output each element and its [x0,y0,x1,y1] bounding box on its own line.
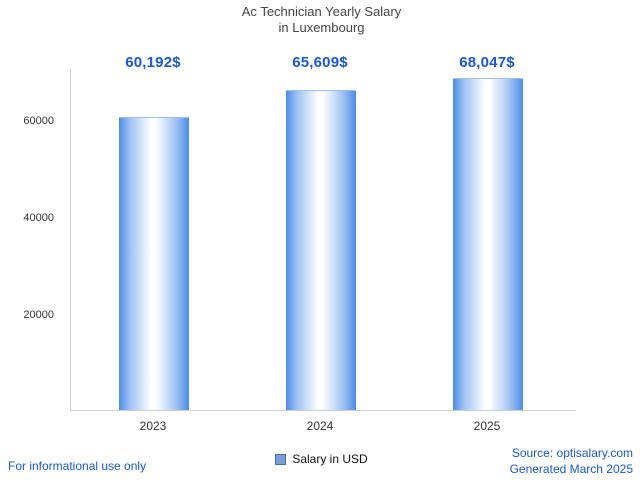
chart-title: Ac Technician Yearly Salary in Luxembour… [0,4,643,36]
bar-2024 [286,90,356,410]
bar-2023 [119,117,189,410]
legend: Salary in USD [0,452,643,466]
source-attribution: Source: optisalary.com Generated March 2… [510,445,633,477]
bar-value-label-2024: 65,609$ [292,54,348,71]
generated-text: Generated March 2025 [509,462,633,476]
x-tick-2023: 2023 [139,419,167,433]
bar-value-label-2025: 68,047$ [459,54,515,71]
bar-value-label-2023: 60,192$ [125,54,181,71]
source-text: Source: optisalary.com [511,446,633,460]
x-tick-2024: 2024 [306,419,334,433]
x-tick-2025: 2025 [473,419,501,433]
bar-2025 [453,78,523,410]
legend-swatch-icon [275,453,287,465]
legend-label: Salary in USD [292,452,368,466]
chart-title-line2: in Luxembourg [278,20,365,35]
disclaimer-text: For informational use only [8,459,147,473]
y-tick-20000: 20000 [23,309,54,321]
y-tick-60000: 60000 [23,115,54,127]
y-axis-labels: 20000 40000 60000 [0,70,62,410]
plot-area [70,70,576,411]
chart-title-line1: Ac Technician Yearly Salary [241,4,402,19]
y-tick-40000: 40000 [23,212,54,224]
